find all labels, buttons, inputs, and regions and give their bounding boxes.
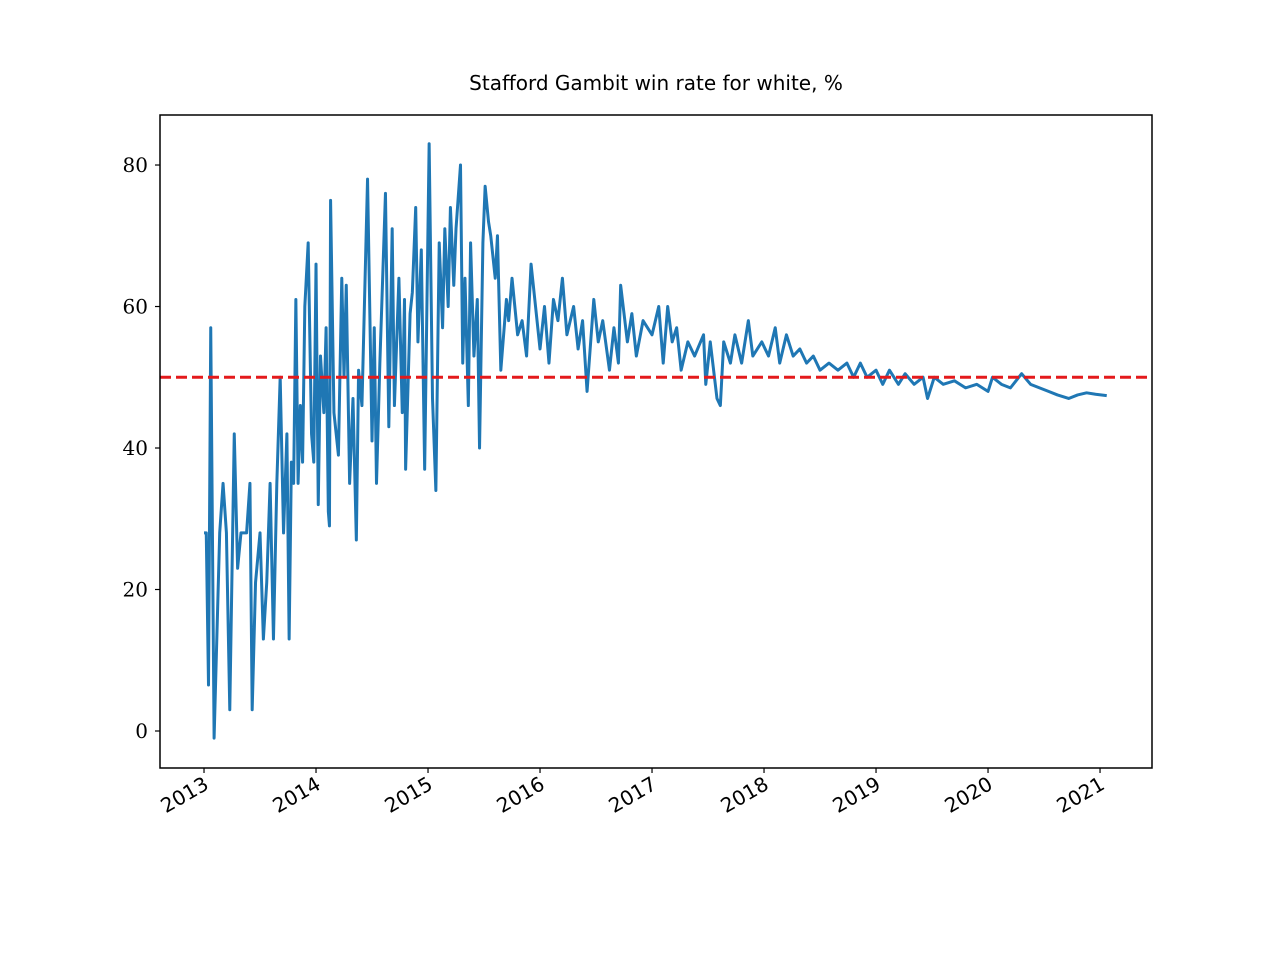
x-tick-label: 2020 — [940, 772, 996, 818]
x-tick-label: 2018 — [716, 772, 772, 818]
x-tick-label: 2014 — [268, 772, 324, 818]
chart-title: Stafford Gambit win rate for white, % — [469, 71, 843, 95]
y-tick-label: 40 — [123, 436, 148, 460]
x-tick-label: 2013 — [156, 772, 212, 818]
x-tick-label: 2021 — [1052, 772, 1108, 818]
plot-frame — [159, 114, 1153, 769]
x-tick-label: 2015 — [380, 772, 436, 818]
y-tick-label: 0 — [135, 719, 148, 743]
x-tick-label: 2019 — [828, 772, 884, 818]
x-tick-label: 2017 — [604, 772, 660, 818]
x-tick-label: 2016 — [492, 772, 548, 818]
y-tick-label: 60 — [123, 295, 148, 319]
data-line — [204, 142, 1107, 740]
y-tick-label: 80 — [123, 153, 148, 177]
y-tick-label: 20 — [123, 578, 148, 602]
